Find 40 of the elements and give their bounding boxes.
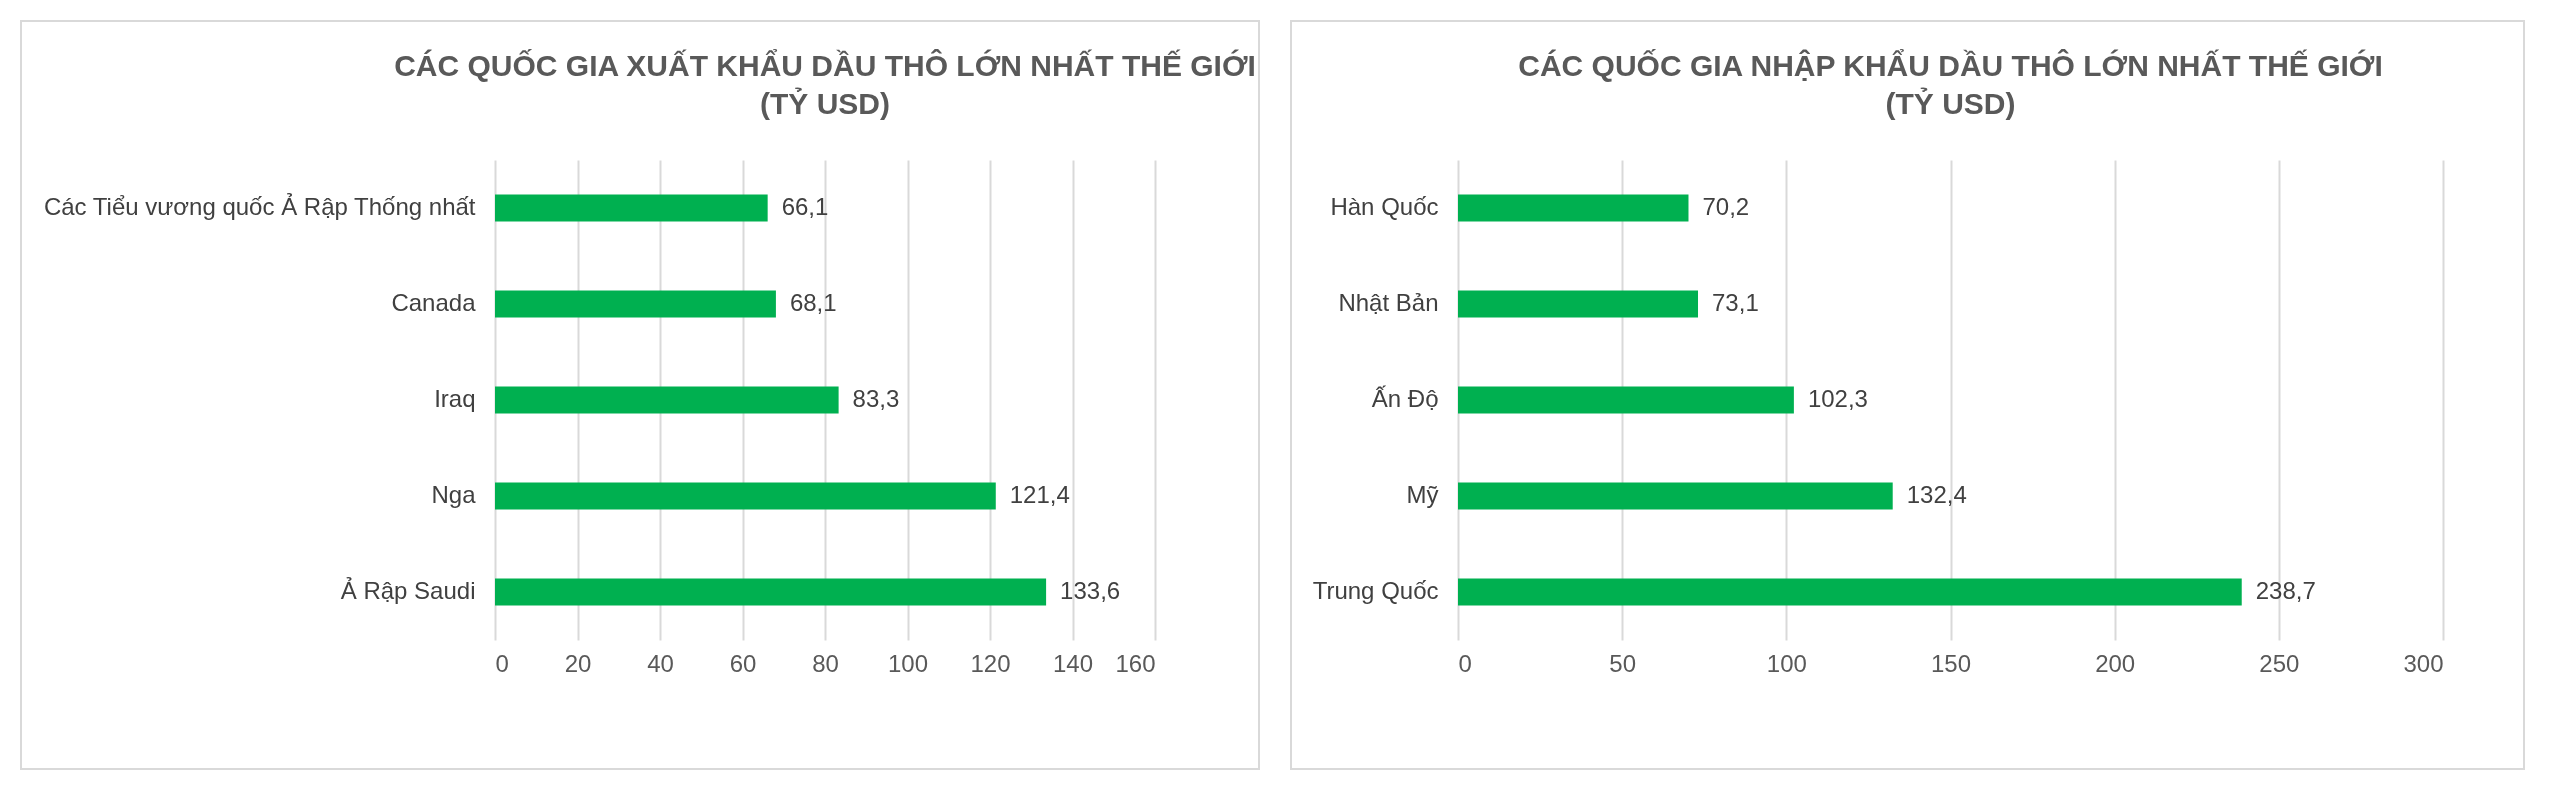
chart-subtitle: (TỶ USD) xyxy=(760,87,890,120)
x-tick-label: 80 xyxy=(812,649,839,677)
x-tick-label: 300 xyxy=(2403,649,2444,677)
y-tick-label: Iraq xyxy=(434,385,476,412)
y-tick-label: Mỹ xyxy=(1406,481,1439,508)
x-tick-label: 200 xyxy=(2095,649,2136,677)
chart-title: CÁC QUỐC GIA XUẤT KHẨU DẦU THÔ LỚN NHẤT THẾ GIỚI xyxy=(394,49,1256,82)
data-label: 121,4 xyxy=(1009,481,1070,508)
data-label: 132,4 xyxy=(1906,481,1967,508)
y-tick-label: Hàn Quốc xyxy=(1330,193,1439,220)
x-tick-label: 0 xyxy=(1458,649,1472,677)
data-label: 83,3 xyxy=(852,385,900,412)
chart-subtitle: (TỶ USD) xyxy=(1885,87,2016,120)
x-tick-label: 0 xyxy=(495,649,509,677)
data-label: 70,2 xyxy=(1702,193,1750,220)
data-label: 68,1 xyxy=(789,289,837,316)
x-tick-label: 50 xyxy=(1609,649,1637,677)
data-label: 238,7 xyxy=(2255,577,2316,604)
y-tick-label: Các Tiểu vương quốc Ả Rập Thống nhất xyxy=(43,192,476,220)
data-label: 133,6 xyxy=(1060,577,1121,604)
x-tick-label: 250 xyxy=(2259,649,2300,677)
y-tick-label: Ấn Độ xyxy=(1371,385,1439,412)
y-tick-label: Canada xyxy=(391,289,477,316)
x-tick-label: 150 xyxy=(1930,649,1972,677)
x-tick-label: 100 xyxy=(1766,649,1807,677)
y-tick-label: Nhật Bản xyxy=(1338,289,1439,316)
x-tick-label: 40 xyxy=(647,649,674,677)
x-tick-label: 60 xyxy=(729,649,757,677)
x-tick-label: 160 xyxy=(1115,649,1156,677)
y-tick-label: Ả Rập Saudi xyxy=(340,576,476,604)
x-tick-label: 120 xyxy=(970,649,1011,677)
x-tick-label: 20 xyxy=(564,649,592,677)
data-label: 73,1 xyxy=(1712,289,1759,316)
y-tick-label: Trung Quốc xyxy=(1312,577,1439,604)
data-label: 66,1 xyxy=(781,193,829,220)
x-tick-label: 140 xyxy=(1052,649,1094,677)
chart-title: CÁC QUỐC GIA NHẬP KHẨU DẦU THÔ LỚN NHẤT THẾ GIỚI xyxy=(1518,49,2383,82)
data-label: 102,3 xyxy=(1807,385,1868,412)
x-tick-label: 100 xyxy=(887,649,929,677)
y-tick-label: Nga xyxy=(431,481,477,508)
